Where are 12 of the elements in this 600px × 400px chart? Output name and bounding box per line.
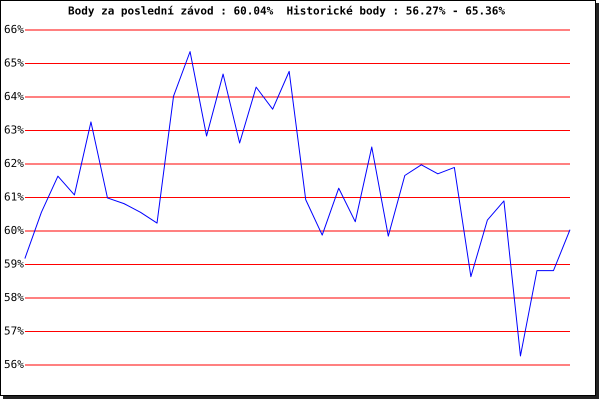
y-tick-label: 57% <box>4 324 24 338</box>
y-tick-label: 66% <box>4 23 24 36</box>
y-tick-label: 58% <box>4 290 24 304</box>
y-tick-label: 62% <box>4 156 24 170</box>
y-tick-label: 61% <box>4 190 24 204</box>
y-tick-label: 65% <box>4 56 24 70</box>
y-tick-label: 60% <box>4 224 24 237</box>
y-tick-label: 63% <box>4 124 24 136</box>
y-tick-label: 64% <box>4 90 24 104</box>
y-tick-label: 59% <box>4 257 24 270</box>
chart-title: Body za poslední závod : 60.04% Historické body : 56.27% - 65.36% <box>68 4 506 18</box>
y-tick-label: 56% <box>4 358 24 371</box>
